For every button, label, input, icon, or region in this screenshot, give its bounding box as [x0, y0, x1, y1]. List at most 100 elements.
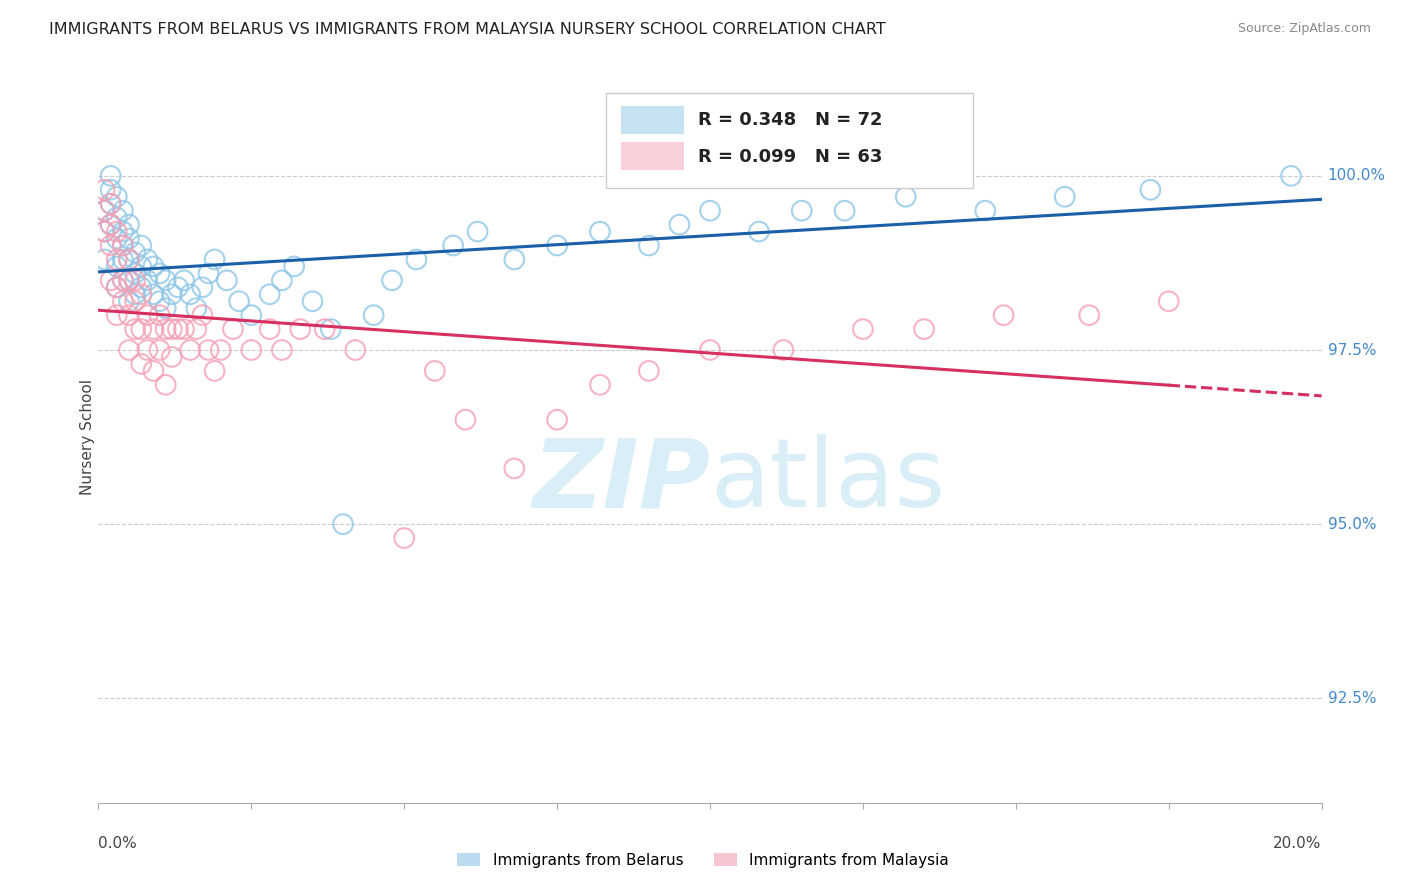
Point	[118, 294, 141, 309]
Point	[149, 266, 172, 280]
Point	[179, 287, 201, 301]
Point	[699, 343, 721, 357]
Point	[111, 273, 134, 287]
Point	[215, 273, 238, 287]
Point	[105, 211, 128, 225]
Point	[173, 273, 195, 287]
Point	[142, 322, 165, 336]
Text: R = 0.348   N = 72: R = 0.348 N = 72	[697, 112, 883, 129]
Point	[173, 322, 195, 336]
Point	[111, 238, 134, 252]
Point	[93, 252, 115, 267]
Point	[167, 280, 190, 294]
Point	[259, 287, 281, 301]
Text: 20.0%: 20.0%	[1274, 836, 1322, 851]
Y-axis label: Nursery School: Nursery School	[80, 379, 94, 495]
Point	[129, 287, 152, 301]
Point	[637, 364, 661, 378]
Point	[93, 183, 115, 197]
Point	[1139, 183, 1161, 197]
Point	[124, 273, 146, 287]
Point	[546, 412, 568, 426]
Point	[772, 343, 794, 357]
Point	[105, 280, 128, 294]
Point	[136, 273, 159, 287]
Point	[589, 377, 612, 392]
Point	[93, 203, 115, 218]
Point	[105, 252, 128, 267]
Point	[105, 260, 128, 274]
Point	[1157, 294, 1180, 309]
Point	[105, 190, 128, 204]
Point	[93, 203, 115, 218]
Point	[129, 280, 152, 294]
Point	[160, 287, 183, 301]
Point	[111, 294, 134, 309]
Point	[204, 364, 226, 378]
Point	[852, 322, 875, 336]
Point	[118, 252, 141, 267]
Text: 95.0%: 95.0%	[1327, 516, 1376, 532]
Point	[118, 252, 141, 267]
Point	[142, 260, 165, 274]
Point	[155, 273, 177, 287]
Point	[290, 322, 312, 336]
Point	[240, 343, 263, 357]
Point	[111, 273, 134, 287]
Point	[441, 238, 464, 252]
Point	[100, 183, 122, 197]
Point	[167, 322, 190, 336]
Point	[301, 294, 323, 309]
Point	[105, 308, 128, 322]
Point	[111, 252, 134, 267]
Point	[790, 203, 813, 218]
Point	[129, 260, 152, 274]
Point	[699, 203, 721, 218]
Point	[149, 343, 172, 357]
Point	[100, 273, 122, 287]
Point	[160, 350, 183, 364]
Point	[105, 280, 128, 294]
Point	[270, 273, 292, 287]
Point	[1053, 190, 1076, 204]
Point	[136, 252, 159, 267]
Point	[136, 308, 159, 322]
Point	[142, 287, 165, 301]
Point	[381, 273, 404, 287]
Point	[124, 287, 146, 301]
Point	[197, 266, 219, 280]
Point	[503, 252, 526, 267]
Point	[363, 308, 385, 322]
Point	[894, 190, 917, 204]
Point	[259, 322, 281, 336]
Point	[100, 218, 122, 232]
Point	[149, 308, 172, 322]
Point	[118, 273, 141, 287]
Point	[392, 531, 416, 545]
Point	[155, 322, 177, 336]
Point	[129, 357, 152, 371]
Point	[668, 218, 690, 232]
Point	[118, 218, 141, 232]
Point	[503, 461, 526, 475]
Text: 0.0%: 0.0%	[98, 836, 138, 851]
Point	[111, 238, 134, 252]
Point	[129, 238, 152, 252]
Text: 100.0%: 100.0%	[1327, 169, 1386, 184]
Point	[283, 260, 305, 274]
Point	[100, 169, 122, 183]
Text: IMMIGRANTS FROM BELARUS VS IMMIGRANTS FROM MALAYSIA NURSERY SCHOOL CORRELATION C: IMMIGRANTS FROM BELARUS VS IMMIGRANTS FR…	[49, 22, 886, 37]
Point	[124, 294, 146, 309]
Point	[222, 322, 245, 336]
Point	[179, 343, 201, 357]
Point	[405, 252, 427, 267]
Point	[142, 364, 165, 378]
Point	[124, 266, 146, 280]
Point	[160, 322, 183, 336]
Point	[124, 322, 146, 336]
Point	[1279, 169, 1302, 183]
Point	[454, 412, 477, 426]
Point	[270, 343, 292, 357]
Point	[124, 245, 146, 260]
Point	[100, 196, 122, 211]
